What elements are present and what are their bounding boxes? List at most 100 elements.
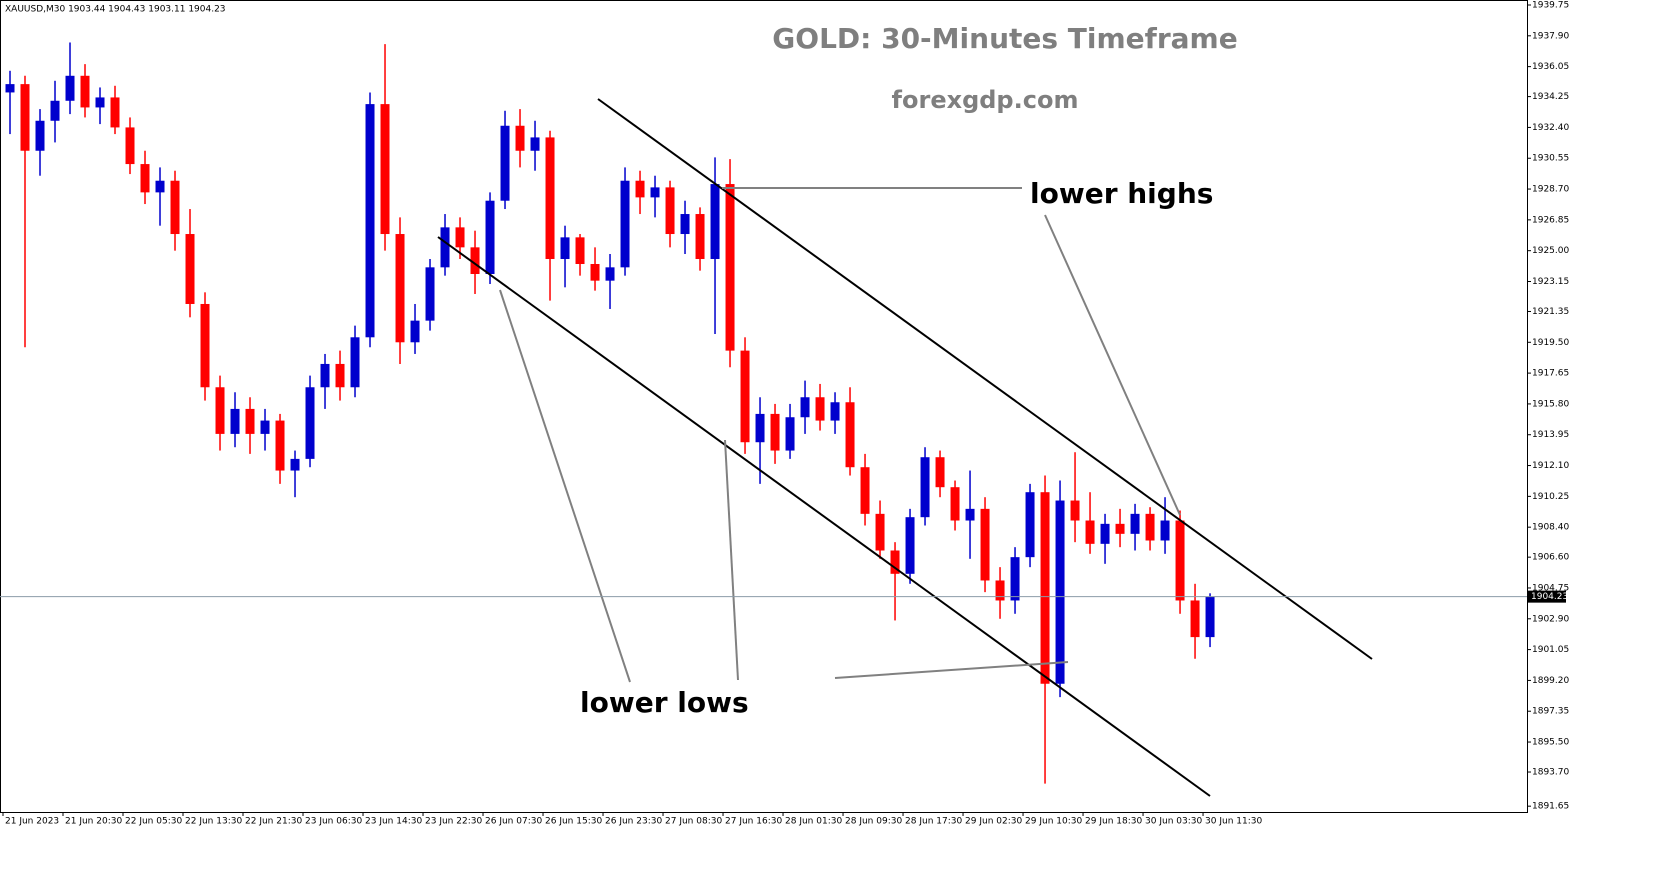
candle-body [515, 125, 525, 151]
candle-body [275, 420, 285, 471]
current-price-box [1528, 590, 1566, 603]
candle-body [890, 550, 900, 574]
candle-body [950, 487, 960, 521]
candle-body [710, 184, 720, 260]
candle-body [530, 137, 540, 151]
candle-body [1190, 600, 1200, 638]
candle-body [755, 413, 765, 443]
candle-body [185, 234, 195, 304]
y-tick-label: 1908.40 [1532, 523, 1569, 533]
x-tick-label: 29 Jun 10:30 [1025, 817, 1082, 827]
candle-body [35, 120, 45, 151]
x-tick-label: 27 Jun 08:30 [665, 817, 722, 827]
x-tick-label: 23 Jun 06:30 [305, 817, 362, 827]
pointer-line [834, 661, 1069, 679]
candle-body [845, 402, 855, 468]
y-tick-label: 1936.05 [1532, 62, 1569, 72]
y-tick-label: 1930.55 [1532, 154, 1569, 164]
pointer-line [724, 439, 739, 681]
candle-body [1160, 520, 1170, 541]
candle-body [155, 180, 165, 193]
x-tick-label: 27 Jun 16:30 [725, 817, 782, 827]
y-tick-label: 1906.60 [1532, 553, 1569, 563]
y-tick-label: 1932.40 [1532, 123, 1569, 133]
candle-body [590, 264, 600, 281]
candle-body [605, 267, 615, 281]
candle-body [485, 200, 495, 274]
y-tick-label: 1897.35 [1532, 707, 1569, 717]
candle-body [215, 387, 225, 434]
x-tick-label: 22 Jun 21:30 [245, 817, 302, 827]
x-tick-label: 28 Jun 01:30 [785, 817, 842, 827]
y-tick-label: 1934.25 [1532, 92, 1569, 102]
x-tick-label: 29 Jun 18:30 [1085, 817, 1142, 827]
y-tick-label: 1891.65 [1532, 802, 1569, 812]
y-tick-label: 1902.90 [1532, 614, 1569, 624]
candle-body [860, 467, 870, 514]
x-tick-label: 26 Jun 23:30 [605, 817, 662, 827]
candle-body [980, 508, 990, 581]
x-tick-label: 23 Jun 22:30 [425, 817, 482, 827]
upper-channel-line [597, 98, 1373, 660]
pointer-line [499, 289, 631, 683]
y-tick-label: 1925.00 [1532, 246, 1569, 256]
y-tick-label: 1895.50 [1532, 738, 1569, 748]
candle-body [1010, 557, 1020, 601]
x-tick-label: 30 Jun 11:30 [1205, 817, 1262, 827]
candle-body [1145, 513, 1155, 541]
candle-body [230, 408, 240, 434]
candle-body [695, 214, 705, 260]
candle-body [800, 397, 810, 418]
candle-body [620, 180, 630, 268]
y-tick-label: 1921.35 [1532, 307, 1569, 317]
y-tick-label: 1913.95 [1532, 430, 1569, 440]
candle-body [260, 420, 270, 434]
y-tick-label: 1917.65 [1532, 369, 1569, 379]
candle-body [170, 180, 180, 235]
x-tick-label: 26 Jun 15:30 [545, 817, 602, 827]
candle-body [920, 457, 930, 518]
annotation: lower highs [1030, 177, 1213, 210]
candle-body [815, 397, 825, 421]
y-tick-label: 1926.85 [1532, 215, 1569, 225]
y-tick-label: 1923.15 [1532, 277, 1569, 287]
candle-body [65, 75, 75, 101]
candle-body [665, 187, 675, 235]
candle-body [725, 184, 735, 351]
candle-body [560, 237, 570, 260]
candle-body [1025, 492, 1035, 558]
y-tick-label: 1912.10 [1532, 461, 1569, 471]
candle-body [650, 187, 660, 198]
y-tick-label: 1910.25 [1532, 492, 1569, 502]
chart-title: GOLD: 30-Minutes Timeframe [772, 22, 1237, 55]
candle-body [470, 247, 480, 274]
annotation: lower lows [580, 686, 749, 719]
y-tick-label: 1928.70 [1532, 185, 1569, 195]
candle-body [335, 363, 345, 388]
candle-body [770, 413, 780, 451]
candle-body [80, 75, 90, 108]
candle-body [1115, 523, 1125, 534]
candle-body [680, 214, 690, 235]
candle-body [1070, 500, 1080, 521]
candle-body [500, 125, 510, 201]
x-tick-label: 21 Jun 20:30 [65, 817, 122, 827]
candle-body [740, 350, 750, 443]
candle-body [455, 227, 465, 248]
candle-body [1040, 492, 1050, 684]
x-tick-label: 29 Jun 02:30 [965, 817, 1022, 827]
candle-body [440, 227, 450, 268]
x-tick-label: 28 Jun 09:30 [845, 817, 902, 827]
x-tick-label: 28 Jun 17:30 [905, 817, 962, 827]
plot-frame [0, 0, 1528, 813]
y-tick-label: 1899.20 [1532, 676, 1569, 686]
candle-body [140, 164, 150, 193]
x-tick-label: 26 Jun 07:30 [485, 817, 542, 827]
pointer-lines [499, 187, 1181, 683]
trend-lines [437, 98, 1373, 797]
candle-body [245, 408, 255, 434]
plot [5, 42, 1215, 784]
candle-body [575, 237, 585, 265]
candle-body [1100, 523, 1110, 544]
